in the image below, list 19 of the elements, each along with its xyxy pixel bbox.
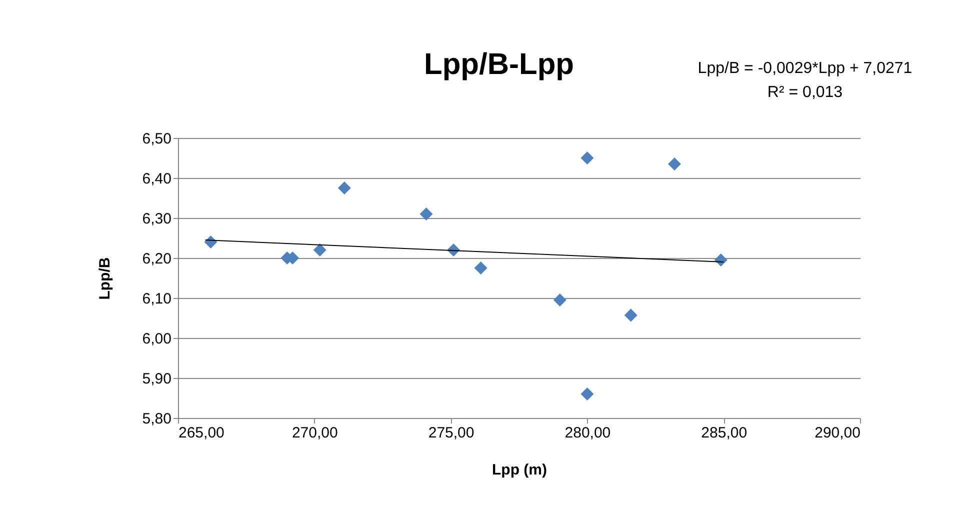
y-tick-label: 5,90: [142, 370, 172, 388]
chart-title: Lpp/B-Lpp: [424, 48, 574, 81]
x-tick-label: 265,00: [178, 424, 224, 442]
y-tick-label: 6,20: [142, 250, 172, 268]
y-tick-label: 6,50: [142, 130, 172, 148]
y-tick-label: 6,40: [142, 170, 172, 188]
y-tick-label: 6,30: [142, 210, 172, 228]
text: R² = 0,013: [767, 84, 843, 101]
x-tick-label: 275,00: [428, 424, 474, 442]
y-axis-title: Lpp/B: [96, 257, 114, 300]
x-tick-label: 285,00: [701, 424, 748, 442]
x-tick-label: 270,00: [292, 424, 338, 442]
y-tick-label: 5,80: [142, 410, 172, 428]
x-tick-label: 290,00: [814, 424, 860, 442]
x-tick-label: 280,00: [564, 424, 611, 442]
x-axis-title: Lpp (m): [492, 462, 547, 478]
text: Lpp/B = -0,0029*Lpp + 7,0271: [698, 60, 912, 77]
y-tick-label: 6,10: [142, 290, 172, 308]
y-tick-label: 6,00: [142, 330, 172, 348]
